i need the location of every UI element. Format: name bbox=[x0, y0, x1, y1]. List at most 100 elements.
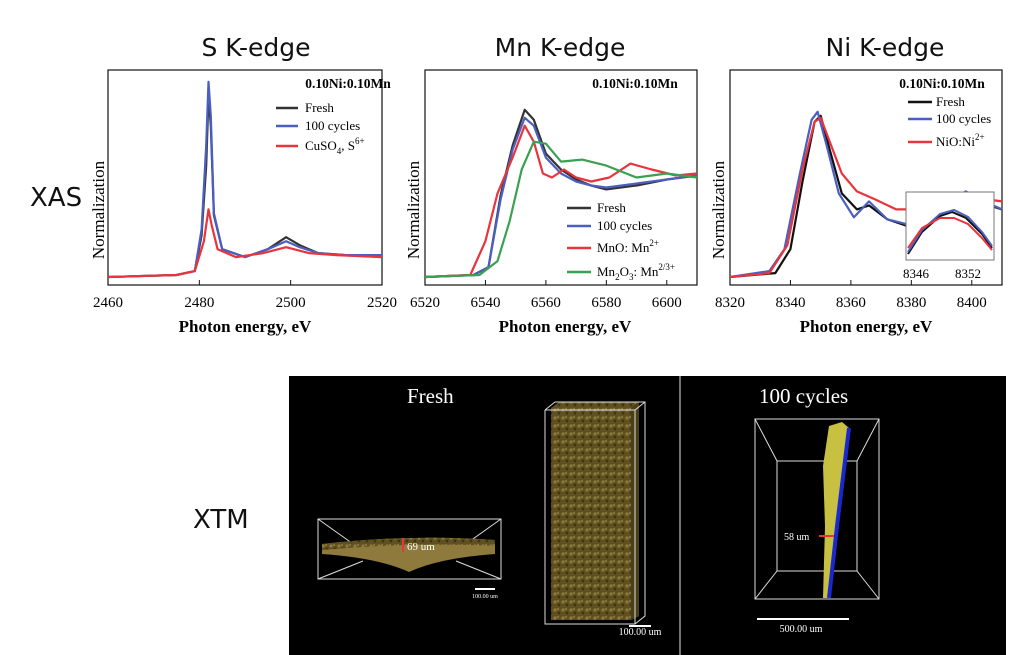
inset-series-line bbox=[907, 208, 993, 253]
legend-mn2o3-sup: 2/3+ bbox=[658, 262, 675, 272]
legend-label: 100 cycles bbox=[597, 218, 652, 233]
legend: Fresh 100 cycles CuSO4, S6+ bbox=[276, 100, 365, 156]
x-tick-label: 6540 bbox=[470, 295, 500, 311]
cycled-box-edge bbox=[754, 570, 778, 600]
x-ticks: 6520 6540 6560 6580 6600 bbox=[410, 280, 682, 311]
xtm-row-label: XTM bbox=[193, 505, 249, 535]
series-line bbox=[424, 108, 698, 279]
scale-label-cycled: 500.00 um bbox=[780, 624, 823, 635]
xtm-fresh-title: Fresh bbox=[407, 384, 454, 408]
fresh-3d-outline bbox=[544, 401, 646, 625]
legend-label: 100 cycles bbox=[936, 111, 991, 126]
fresh-electrode-top bbox=[322, 537, 495, 550]
plot-frame bbox=[424, 69, 698, 286]
cycled-box-edge bbox=[856, 418, 880, 462]
ni-kedge-title: Ni K-edge bbox=[825, 33, 945, 62]
series-line bbox=[424, 116, 698, 279]
fresh-frame-line bbox=[317, 560, 364, 580]
plot-frame bbox=[107, 69, 383, 286]
fresh-3d-outline-line bbox=[634, 401, 646, 411]
legend-s6-sup: 6+ bbox=[355, 136, 365, 146]
cycled-electrode-edge bbox=[827, 427, 851, 599]
xlabel: Photon energy, eV bbox=[499, 317, 632, 336]
inset-frame bbox=[905, 191, 995, 261]
legend-mno-sup: 2+ bbox=[649, 238, 659, 248]
legend-nio-base: NiO:Ni bbox=[936, 134, 975, 149]
fresh-frame-line bbox=[455, 560, 502, 580]
x-tick-label: 8320 bbox=[715, 295, 745, 311]
x-ticks: 8320 8340 8360 8380 8400 bbox=[715, 280, 987, 311]
series-line bbox=[107, 208, 383, 279]
xlabel: Photon energy, eV bbox=[179, 317, 312, 336]
plot-frame bbox=[729, 69, 1003, 286]
series-group bbox=[107, 80, 383, 279]
legend-label: Fresh bbox=[936, 94, 965, 109]
cycled-box-front bbox=[754, 418, 880, 600]
inset-tick-label: 8346 bbox=[903, 266, 930, 281]
legend: Fresh 100 cycles MnO: Mn2+ Mn2O3: Mn2/3+ bbox=[567, 200, 675, 282]
legend-nio-sup: 2+ bbox=[975, 132, 985, 142]
x-tick-label: 8360 bbox=[836, 295, 866, 311]
x-tick-label: 2460 bbox=[93, 295, 123, 311]
legend-label: Fresh bbox=[597, 200, 626, 215]
legend-cuso-base: CuSO bbox=[305, 138, 337, 153]
x-tick-label: 6580 bbox=[591, 295, 621, 311]
series-line bbox=[424, 124, 698, 279]
annotation: 0.10Ni:0.10Mn bbox=[305, 76, 391, 91]
legend-label: Mn2O3: Mn2/3+ bbox=[597, 262, 675, 282]
scale-label-fresh: 100.00 um bbox=[619, 627, 662, 638]
inset-curves bbox=[907, 208, 993, 255]
legend: Fresh 100 cycles NiO:Ni2+ bbox=[908, 94, 991, 149]
xtm-panel: Fresh 100 cycles 69 um 100.00 um bbox=[289, 376, 1006, 655]
fresh-section-frame bbox=[317, 518, 502, 580]
legend-mn2o3-mid: O bbox=[620, 264, 629, 279]
x-tick-label: 2520 bbox=[367, 295, 397, 311]
annotation: 0.10Ni:0.10Mn bbox=[592, 76, 678, 91]
x-tick-label: 6600 bbox=[652, 295, 682, 311]
legend-label: NiO:Ni2+ bbox=[936, 132, 985, 149]
x-ticks: 2460 2480 2500 2520 bbox=[93, 280, 397, 311]
s-kedge-title: S K-edge bbox=[201, 33, 311, 62]
annotation: 0.10Ni:0.10Mn bbox=[899, 76, 985, 91]
series-group bbox=[424, 108, 698, 279]
legend-mn2o3-suffix: : Mn bbox=[633, 264, 658, 279]
inset-series-line bbox=[907, 217, 993, 251]
legend-mn2o3-base: Mn bbox=[597, 264, 616, 279]
x-tick-label: 6560 bbox=[531, 295, 561, 311]
legend-label: 100 cycles bbox=[305, 118, 360, 133]
inset-tick-label: 8352 bbox=[955, 266, 981, 281]
mn-kedge-title: Mn K-edge bbox=[494, 33, 626, 62]
x-tick-label: 2500 bbox=[276, 295, 306, 311]
series-line bbox=[107, 80, 382, 279]
legend-label: CuSO4, S6+ bbox=[305, 136, 365, 156]
x-tick-label: 8400 bbox=[957, 295, 987, 311]
xlabel: Photon energy, eV bbox=[800, 317, 933, 336]
cycled-box-back bbox=[776, 460, 858, 572]
scale-label-small: 100.00 um bbox=[472, 594, 498, 600]
ylabel: Normalization bbox=[89, 160, 108, 259]
legend-mn2o3-sub1: 2 bbox=[615, 272, 620, 282]
x-tick-label: 6520 bbox=[410, 295, 440, 311]
ni-kedge-chart: Normalization 8320 8340 8360 8380 8400 Photo… bbox=[709, 69, 1003, 336]
fresh-3d-volume bbox=[551, 402, 639, 620]
cycled-box-edge bbox=[856, 570, 880, 600]
xtm-graphics: 69 um 100.00 um 100.00 um 58 um 500.00 u… bbox=[317, 376, 880, 655]
cycled-thickness-label: 58 um bbox=[784, 532, 810, 543]
ylabel: Normalization bbox=[404, 160, 423, 259]
cycled-box-edge bbox=[754, 418, 778, 462]
inset-series-line bbox=[907, 210, 993, 255]
xtm-cycled-title: 100 cycles bbox=[759, 384, 849, 408]
legend-label: Fresh bbox=[305, 100, 334, 115]
legend-mno-base: MnO: Mn bbox=[597, 240, 650, 255]
x-tick-label: 2480 bbox=[184, 295, 214, 311]
series-line bbox=[424, 140, 698, 279]
legend-cuso-suffix: , S bbox=[341, 138, 355, 153]
ylabel: Normalization bbox=[709, 160, 728, 259]
legend-mn2o3-sub2: 3 bbox=[629, 272, 634, 282]
x-tick-label: 8340 bbox=[775, 295, 805, 311]
legend-label: MnO: Mn2+ bbox=[597, 238, 659, 255]
mn-kedge-chart: Normalization 6520 6540 6560 6580 6600 Photo… bbox=[404, 69, 698, 336]
legend-cuso-sub: 4 bbox=[337, 146, 342, 156]
xas-row-label: XAS bbox=[30, 183, 83, 213]
fresh-thickness-label: 69 um bbox=[407, 541, 435, 553]
